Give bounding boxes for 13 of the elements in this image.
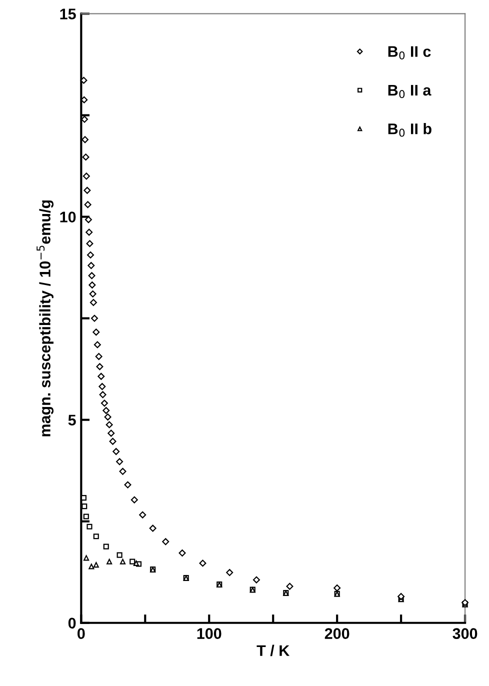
- y-tick-label: 10: [60, 212, 76, 222]
- legend-label: B$_{0}$ II c: [388, 46, 431, 60]
- y-axis-title: magn. susceptibility / 10$^{−5}$emu/g: [36, 200, 54, 436]
- y-tick-label: 15: [60, 8, 76, 20]
- legend-label: B$_{0}$ II a: [388, 84, 432, 98]
- y-tick-label: 5: [68, 414, 76, 426]
- x-axis-title: T / K: [256, 644, 290, 656]
- legend-label: B$_{0}$ II b: [388, 123, 432, 137]
- y-tick-label: 0: [68, 618, 76, 629]
- x-tick-label: 200: [324, 628, 350, 639]
- x-tick-label: 300: [452, 628, 478, 639]
- x-tick-label: 0: [78, 628, 85, 639]
- x-tick-label: 100: [197, 628, 222, 639]
